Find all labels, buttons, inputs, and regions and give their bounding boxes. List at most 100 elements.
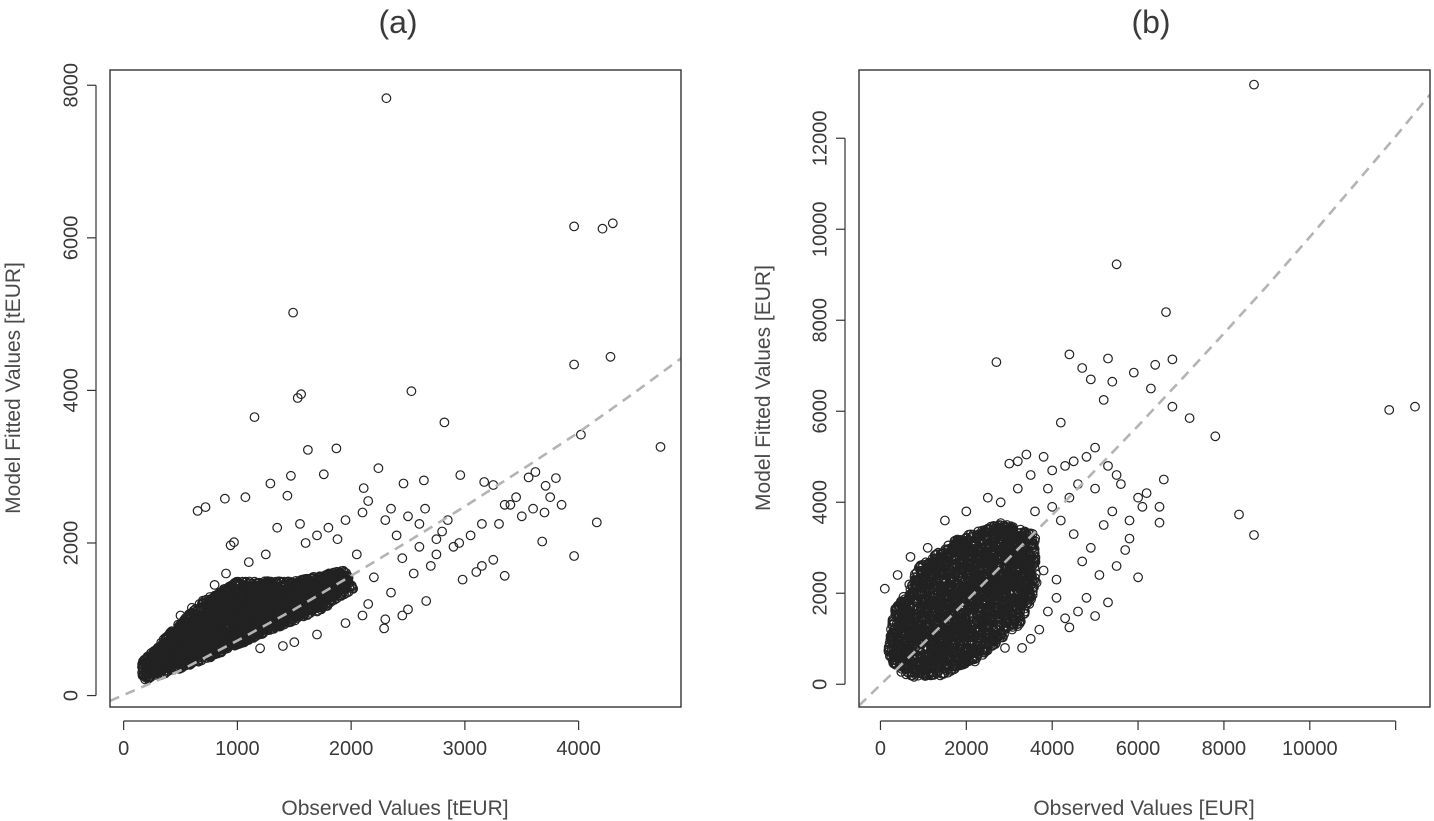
data-point	[494, 519, 504, 529]
plot-area: 0 2000 4000 6000 8000 10000 02000400060008000…	[809, 69, 1431, 760]
data-point	[477, 519, 487, 529]
data-point	[249, 624, 260, 635]
data-point	[973, 530, 983, 540]
x-tick-label: 3000	[443, 738, 488, 760]
data-point	[288, 307, 299, 318]
data-point	[282, 594, 293, 605]
data-point	[158, 652, 169, 663]
data-point	[1006, 564, 1016, 574]
data-point	[248, 614, 259, 625]
data-point	[172, 625, 183, 636]
x-tick-label: 1000	[215, 738, 260, 760]
data-point	[319, 576, 330, 587]
data-point	[325, 589, 335, 600]
data-point	[328, 567, 339, 578]
data-point	[1030, 576, 1040, 587]
data-point	[221, 568, 231, 579]
data-point	[334, 567, 345, 578]
data-point	[655, 442, 666, 452]
data-point	[286, 470, 296, 481]
data-point	[286, 608, 297, 619]
data-point	[488, 554, 499, 565]
data-point	[245, 581, 256, 592]
data-point	[222, 583, 233, 594]
data-point	[889, 658, 899, 669]
data-point	[216, 623, 227, 634]
data-point	[369, 572, 379, 583]
data-point	[465, 530, 476, 541]
data-point	[282, 490, 293, 501]
data-point	[380, 515, 391, 525]
data-point	[332, 534, 343, 545]
data-point	[363, 496, 374, 506]
data-point	[147, 658, 158, 668]
data-point	[300, 591, 310, 602]
data-point	[607, 218, 618, 229]
data-point	[255, 643, 266, 654]
data-point	[311, 583, 322, 594]
data-point	[419, 475, 429, 486]
x-tick-label: 2000	[329, 738, 374, 760]
data-point	[156, 641, 166, 651]
data-point	[162, 662, 173, 673]
chart-panel-a: (a) 0 1000 2000 3000 4000 02000400060008000 …	[2, 4, 682, 820]
data-point	[249, 412, 260, 423]
data-point	[910, 575, 921, 585]
data-points	[137, 93, 666, 685]
data-point	[201, 597, 212, 608]
data-point	[163, 633, 174, 643]
data-point	[232, 619, 243, 630]
data-point	[145, 672, 156, 682]
data-point	[421, 596, 432, 606]
data-point	[284, 578, 295, 589]
data-point	[457, 574, 468, 585]
data-point	[406, 386, 417, 397]
data-point	[178, 616, 189, 627]
data-point	[924, 583, 935, 594]
data-point	[244, 615, 255, 626]
data-point	[918, 668, 929, 679]
y-tick-label: 2000	[60, 521, 82, 566]
data-point	[523, 472, 534, 483]
data-point	[289, 637, 300, 648]
data-point	[576, 429, 586, 440]
data-point	[173, 647, 184, 658]
chart-panel-b: (b) 0 2000 4000 6000 8000 10000 0200040006000…	[752, 4, 1431, 820]
data-point	[1031, 577, 1042, 588]
data-point	[316, 601, 327, 611]
data-point	[223, 598, 234, 609]
data-point	[505, 499, 516, 510]
data-point	[379, 623, 390, 634]
data-point	[471, 567, 482, 577]
data-point	[477, 561, 487, 571]
data-point	[219, 493, 230, 504]
data-point	[340, 618, 351, 628]
data-point	[179, 656, 190, 667]
data-point	[206, 636, 217, 647]
data-point	[137, 667, 148, 678]
data-point	[569, 551, 579, 561]
data-point	[408, 568, 419, 579]
data-point	[530, 467, 541, 477]
data-point	[305, 607, 316, 618]
data-point	[414, 541, 425, 552]
data-point	[271, 607, 282, 617]
data-point	[893, 600, 903, 611]
y-tick-label: 8000	[60, 63, 82, 108]
data-point	[318, 469, 329, 480]
data-point	[403, 604, 413, 615]
data-point	[213, 598, 224, 609]
data-point	[605, 351, 616, 362]
data-point	[229, 537, 239, 548]
data-point	[283, 577, 293, 587]
data-point	[398, 478, 409, 489]
data-point	[886, 624, 896, 635]
data-point	[295, 519, 305, 529]
data-point	[312, 629, 322, 640]
data-point	[224, 581, 234, 592]
data-point	[357, 507, 368, 518]
data-point	[162, 652, 173, 662]
data-point	[303, 445, 313, 455]
data-point	[273, 600, 284, 611]
